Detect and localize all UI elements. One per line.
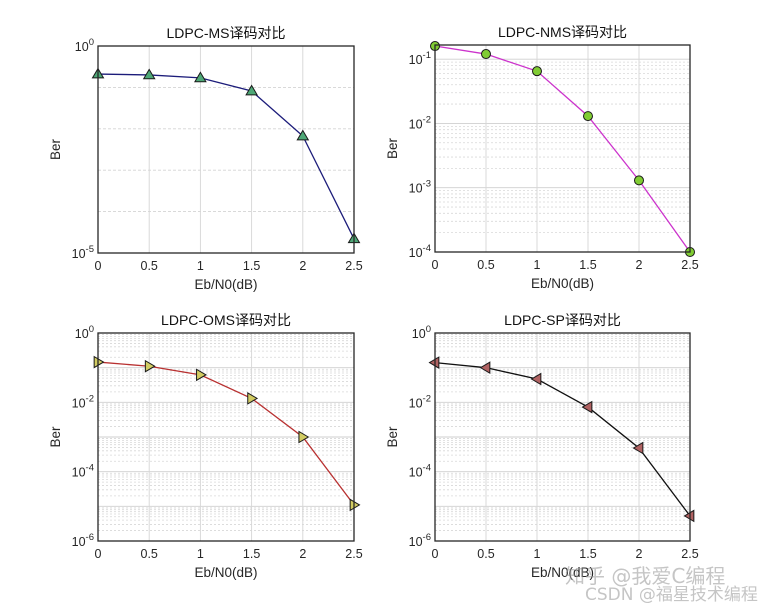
data-point-marker: [530, 372, 542, 386]
x-tick-label: 2.5: [681, 547, 698, 561]
x-axis-label: Eb/N0(dB): [531, 276, 594, 291]
y-tick-label: 100: [75, 324, 94, 341]
data-point-marker: [144, 359, 156, 373]
axes-box: [97, 332, 355, 542]
subplot-title: LDPC-MS译码对比: [166, 25, 285, 41]
y-tick-label: 10-2: [72, 393, 94, 410]
data-point-marker: [481, 49, 491, 60]
y-tick-label: 100: [75, 37, 94, 54]
data-point-marker: [298, 430, 310, 444]
x-tick-label: 2: [299, 547, 306, 561]
x-tick-label: 1: [534, 547, 541, 561]
axes-box: [434, 332, 691, 542]
y-axis-label: Ber: [48, 138, 63, 160]
x-tick-label: 0.5: [477, 547, 494, 561]
x-tick-label: 0.5: [477, 258, 494, 272]
subplot-ldpc-ms: LDPC-MS译码对比 0 0.5 1 1.5 2 2.5 Eb/N0(dB) 100 10-5 B…: [48, 25, 363, 292]
axes-box: [97, 45, 355, 254]
subplot-title: LDPC-OMS译码对比: [161, 312, 291, 328]
y-tick-label: 100: [412, 324, 431, 341]
data-point-marker: [93, 355, 105, 369]
data-point-marker: [142, 68, 156, 80]
data-point-marker: [428, 356, 440, 369]
data-point-marker: [245, 84, 258, 96]
y-tick-label: 10-6: [409, 532, 431, 549]
x-tick-label: 1: [197, 259, 204, 273]
data-point-marker: [247, 392, 259, 405]
subplot-title: LDPC-SP译码对比: [504, 312, 621, 328]
y-tick-label: 10-2: [409, 114, 431, 131]
data-point-marker: [632, 441, 644, 455]
x-tick-label: 2.5: [345, 547, 362, 561]
data-point-marker: [634, 175, 644, 186]
y-tick-label: 10-4: [409, 243, 431, 260]
x-tick-label: 0.5: [141, 259, 158, 273]
data-point-marker: [196, 368, 207, 382]
x-tick-label: 2: [636, 258, 643, 272]
subplot-ldpc-oms: LDPC-OMS译码对比 0 0.5 1 1.5 2 2.5 Eb/N0(dB) 100 10-2…: [48, 312, 363, 580]
x-tick-label: 0.5: [141, 547, 158, 561]
x-tick-label: 2.5: [681, 258, 698, 272]
grid-lines: [435, 45, 690, 252]
subplot-ldpc-sp: LDPC-SP译码对比 0 0.5 1 1.5 2 2.5 Eb/N0(dB) 100 10-2 1…: [385, 312, 699, 580]
y-tick-label: 10-1: [409, 50, 431, 67]
axes-box: [434, 44, 691, 253]
x-tick-label: 0: [432, 258, 439, 272]
x-tick-label: 2: [636, 547, 643, 561]
x-axis-label: Eb/N0(dB): [194, 277, 257, 292]
x-tick-label: 0: [95, 547, 102, 561]
data-point-marker: [479, 361, 491, 375]
series-line: [434, 361, 691, 517]
x-tick-label: 1.5: [579, 547, 596, 561]
data-point-marker: [349, 498, 361, 512]
y-tick-label: 10-4: [409, 463, 431, 480]
grid-lines: [435, 333, 690, 541]
x-tick-label: 1.5: [243, 259, 260, 273]
plot-area: [98, 46, 354, 253]
y-tick-label: 10-5: [72, 244, 94, 261]
data-point-marker: [581, 400, 593, 414]
x-axis-label: Eb/N0(dB): [531, 565, 594, 580]
y-axis-label: Ber: [385, 426, 400, 448]
x-tick-label: 2: [299, 259, 306, 273]
y-tick-label: 10-6: [72, 532, 94, 549]
y-tick-label: 10-3: [409, 179, 431, 196]
series-line: [97, 361, 355, 506]
data-point-marker: [683, 509, 695, 523]
x-tick-label: 1: [197, 547, 204, 561]
x-tick-label: 2.5: [345, 259, 362, 273]
y-tick-label: 10-2: [409, 393, 431, 410]
x-tick-label: 1: [534, 258, 541, 272]
x-tick-label: 1.5: [579, 258, 596, 272]
x-axis-label: Eb/N0(dB): [194, 565, 257, 580]
data-point-marker: [583, 111, 593, 122]
series-line: [97, 73, 355, 240]
subplot-ldpc-nms: LDPC-NMS译码对比 0 0.5 1 1.5 2 2.5 Eb/N0(dB) 10-1 10-…: [385, 24, 699, 291]
y-axis-label: Ber: [385, 137, 400, 159]
grid-lines: [98, 46, 354, 253]
data-point-marker: [194, 71, 207, 83]
x-tick-label: 0: [432, 547, 439, 561]
series-line: [434, 45, 691, 253]
y-axis-label: Ber: [48, 426, 63, 448]
subplot-title: LDPC-NMS译码对比: [498, 24, 627, 40]
data-point-marker: [532, 66, 542, 77]
plot-area: [435, 45, 690, 252]
y-tick-label: 10-4: [72, 463, 94, 480]
data-point-marker: [296, 129, 310, 141]
x-tick-label: 1.5: [243, 547, 260, 561]
x-tick-label: 0: [95, 259, 102, 273]
